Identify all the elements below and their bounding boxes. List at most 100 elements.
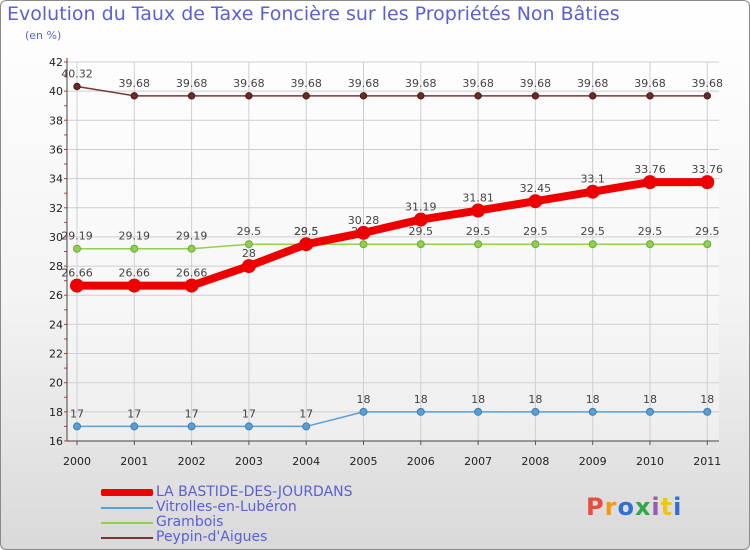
data-point-vitrolles-en-lub-ron[interactable]	[474, 407, 483, 416]
x-tick-label: 2000	[63, 455, 91, 468]
legend-label: Peypin-d'Aigues	[156, 529, 268, 545]
data-point-grambois[interactable]	[531, 240, 540, 249]
data-label-grambois: 29.5	[466, 225, 491, 238]
data-point-grambois[interactable]	[130, 244, 139, 253]
data-point-peypin-d-aigues[interactable]	[646, 92, 654, 100]
data-point-grambois[interactable]	[588, 240, 597, 249]
data-point-vitrolles-en-lub-ron[interactable]	[187, 422, 196, 431]
data-point-peypin-d-aigues[interactable]	[589, 92, 597, 100]
data-label-peypin-d-aigues: 39.68	[119, 77, 151, 90]
data-point-peypin-d-aigues[interactable]	[531, 92, 540, 100]
data-point-peypin-d-aigues[interactable]	[130, 92, 139, 100]
data-point-la-bastide-des-jourdans[interactable]	[241, 259, 256, 274]
legend-swatch	[101, 507, 153, 509]
data-point-la-bastide-des-jourdans[interactable]	[127, 278, 142, 293]
x-tick-label: 2003	[235, 455, 263, 468]
data-label-la-bastide-des-jourdans: 33.76	[634, 163, 666, 176]
data-point-grambois[interactable]	[646, 240, 654, 249]
data-label-peypin-d-aigues: 39.68	[577, 77, 609, 90]
data-point-grambois[interactable]	[73, 244, 81, 253]
data-point-la-bastide-des-jourdans[interactable]	[184, 278, 199, 293]
x-tick-label: 2002	[178, 455, 206, 468]
data-point-la-bastide-des-jourdans[interactable]	[643, 175, 657, 190]
data-label-peypin-d-aigues: 39.68	[290, 77, 322, 90]
data-point-peypin-d-aigues[interactable]	[302, 92, 310, 100]
data-label-vitrolles-en-lub-ron: 18	[414, 393, 428, 406]
data-point-vitrolles-en-lub-ron[interactable]	[531, 407, 540, 416]
data-point-la-bastide-des-jourdans[interactable]	[356, 225, 371, 240]
data-point-vitrolles-en-lub-ron[interactable]	[302, 422, 311, 431]
data-point-vitrolles-en-lub-ron[interactable]	[130, 422, 139, 431]
data-point-la-bastide-des-jourdans[interactable]	[471, 203, 486, 218]
logo-letter: i	[651, 493, 661, 521]
data-label-peypin-d-aigues: 39.68	[233, 77, 265, 90]
data-point-vitrolles-en-lub-ron[interactable]	[646, 407, 654, 416]
legend-swatch	[101, 489, 153, 496]
data-point-peypin-d-aigues[interactable]	[417, 92, 425, 100]
y-tick-label: 32	[49, 202, 63, 215]
series-line-grambois	[76, 243, 709, 250]
data-label-vitrolles-en-lub-ron: 18	[528, 393, 542, 406]
series-line-vitrolles-en-lub-ron	[76, 411, 709, 428]
data-point-grambois[interactable]	[244, 240, 253, 249]
data-point-grambois[interactable]	[703, 240, 712, 249]
legend-swatch	[101, 537, 153, 539]
x-tick-label: 2009	[579, 455, 607, 468]
data-point-peypin-d-aigues[interactable]	[474, 92, 482, 100]
data-label-la-bastide-des-jourdans: 32.45	[520, 182, 552, 195]
y-tick-label: 30	[49, 231, 63, 244]
data-label-vitrolles-en-lub-ron: 18	[471, 393, 485, 406]
proxiti-logo: Proxiti	[586, 493, 682, 521]
y-tick-label: 42	[49, 56, 63, 69]
logo-letter: r	[604, 493, 618, 521]
y-tick-label: 28	[49, 260, 63, 273]
data-label-la-bastide-des-jourdans: 30.28	[348, 214, 380, 227]
data-point-vitrolles-en-lub-ron[interactable]	[703, 407, 712, 416]
data-point-grambois[interactable]	[187, 244, 196, 253]
data-point-la-bastide-des-jourdans[interactable]	[700, 175, 715, 190]
data-point-vitrolles-en-lub-ron[interactable]	[73, 422, 81, 431]
data-point-la-bastide-des-jourdans[interactable]	[70, 278, 84, 293]
series-line-la-bastide-des-jourdans	[73, 178, 712, 290]
logo-letter: t	[660, 493, 674, 521]
data-label-vitrolles-en-lub-ron: 18	[700, 393, 714, 406]
data-label-peypin-d-aigues: 39.68	[634, 77, 666, 90]
data-point-vitrolles-en-lub-ron[interactable]	[588, 407, 597, 416]
data-point-vitrolles-en-lub-ron[interactable]	[359, 407, 368, 416]
data-label-grambois: 29.19	[119, 230, 151, 243]
data-point-la-bastide-des-jourdans[interactable]	[413, 212, 428, 227]
chart-title: Evolution du Taux de Taxe Foncière sur l…	[7, 3, 620, 25]
data-point-la-bastide-des-jourdans[interactable]	[585, 184, 600, 199]
y-tick-label: 16	[49, 435, 63, 448]
data-point-la-bastide-des-jourdans[interactable]	[528, 194, 543, 209]
data-label-peypin-d-aigues: 39.68	[520, 77, 552, 90]
data-point-grambois[interactable]	[416, 240, 425, 249]
data-point-peypin-d-aigues[interactable]	[359, 92, 368, 100]
data-label-vitrolles-en-lub-ron: 18	[586, 393, 600, 406]
data-label-grambois: 29.5	[638, 225, 663, 238]
data-label-vitrolles-en-lub-ron: 18	[643, 393, 657, 406]
data-point-peypin-d-aigues[interactable]	[245, 92, 253, 100]
data-point-la-bastide-des-jourdans[interactable]	[299, 237, 314, 252]
data-point-peypin-d-aigues[interactable]	[187, 92, 196, 100]
data-point-peypin-d-aigues[interactable]	[703, 92, 711, 100]
x-tick-label: 2011	[693, 455, 721, 468]
data-label-la-bastide-des-jourdans: 26.66	[119, 267, 151, 280]
data-point-grambois[interactable]	[359, 240, 368, 249]
data-label-peypin-d-aigues: 39.68	[462, 77, 494, 90]
data-label-peypin-d-aigues: 39.68	[405, 77, 437, 90]
logo-letter: o	[617, 493, 635, 521]
data-point-grambois[interactable]	[474, 240, 483, 249]
plot-area	[67, 62, 719, 441]
data-point-vitrolles-en-lub-ron[interactable]	[416, 407, 425, 416]
data-point-vitrolles-en-lub-ron[interactable]	[244, 422, 253, 431]
y-tick-label: 38	[49, 114, 63, 127]
data-point-peypin-d-aigues[interactable]	[73, 82, 81, 91]
data-label-la-bastide-des-jourdans: 33.76	[692, 163, 724, 176]
data-label-peypin-d-aigues: 39.68	[692, 77, 724, 90]
y-tick-label: 34	[49, 173, 63, 186]
data-label-la-bastide-des-jourdans: 26.66	[176, 267, 208, 280]
y-tick-label: 36	[49, 143, 63, 156]
x-tick-label: 2006	[407, 455, 435, 468]
